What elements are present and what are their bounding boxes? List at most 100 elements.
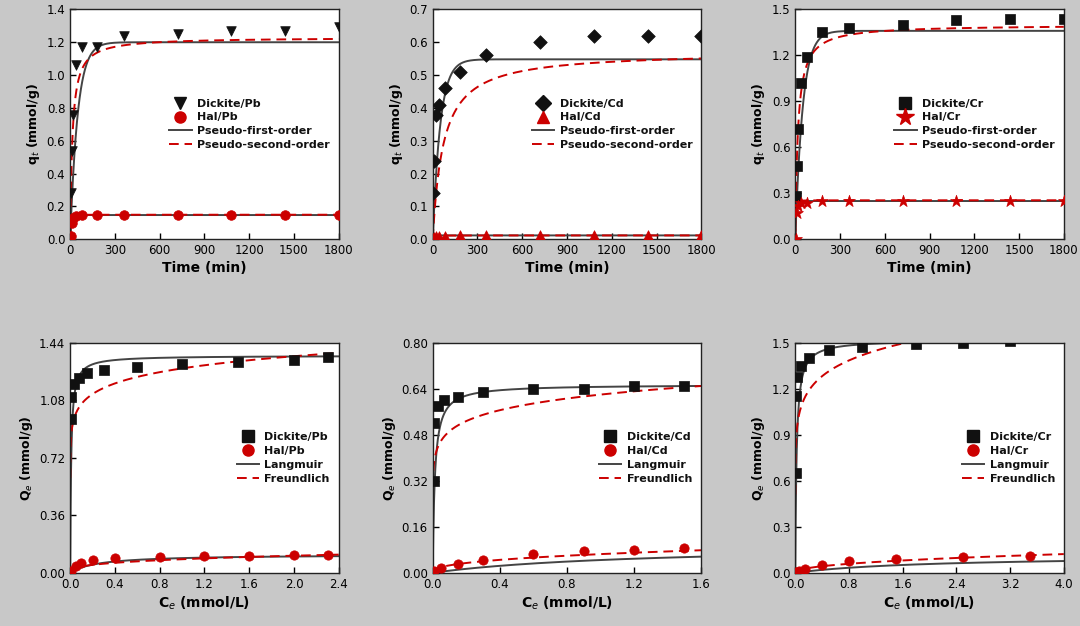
Legend: Dickite/Pb, Hal/Pb, Langmuir, Freundlich: Dickite/Pb, Hal/Pb, Langmuir, Freundlich <box>233 429 334 487</box>
Point <box>787 391 805 401</box>
Point <box>854 342 872 352</box>
Legend: Dickite/Cr, Hal/Cr, Langmuir, Freundlich: Dickite/Cr, Hal/Cr, Langmuir, Freundlich <box>958 429 1058 487</box>
Point <box>285 550 302 560</box>
Point <box>73 42 91 52</box>
Point <box>68 60 85 70</box>
Point <box>241 550 258 560</box>
Point <box>89 210 106 220</box>
Point <box>692 230 710 240</box>
Point <box>68 212 85 222</box>
X-axis label: C$_e$ (mmol/L): C$_e$ (mmol/L) <box>883 595 975 612</box>
Point <box>789 124 807 134</box>
Point <box>89 42 106 52</box>
Y-axis label: Q$_e$ (mmol/g): Q$_e$ (mmol/g) <box>751 415 768 501</box>
X-axis label: Time (min): Time (min) <box>887 262 972 275</box>
Point <box>894 19 912 29</box>
Point <box>106 553 123 563</box>
Point <box>229 357 246 367</box>
Point <box>625 381 643 391</box>
Point <box>319 550 336 560</box>
Point <box>840 557 858 567</box>
Point <box>285 356 302 366</box>
Point <box>525 549 542 559</box>
Point <box>429 401 446 411</box>
Point <box>319 352 336 362</box>
Point <box>789 200 807 210</box>
Point <box>888 554 905 564</box>
Point <box>70 373 87 383</box>
Point <box>789 566 807 576</box>
Point <box>585 31 603 41</box>
Point <box>948 15 966 25</box>
Point <box>330 210 348 220</box>
Point <box>787 567 805 577</box>
Point <box>788 372 806 382</box>
Y-axis label: q$_t$ (mmol/g): q$_t$ (mmol/g) <box>26 83 42 165</box>
Point <box>430 231 447 241</box>
Point <box>427 110 444 120</box>
Point <box>955 553 972 563</box>
Point <box>451 230 469 240</box>
Point <box>477 230 495 240</box>
Point <box>168 29 186 39</box>
Legend: Dickite/Cr, Hal/Cr, Pseudo-first-order, Pseudo-second-order: Dickite/Cr, Hal/Cr, Pseudo-first-order, … <box>891 95 1058 153</box>
Point <box>436 395 454 405</box>
Point <box>1055 196 1072 206</box>
Point <box>65 379 82 389</box>
Point <box>63 566 80 576</box>
Point <box>576 546 593 557</box>
Point <box>63 392 80 402</box>
Point <box>63 146 80 156</box>
Point <box>424 233 442 243</box>
Point <box>788 161 806 171</box>
Point <box>585 230 603 240</box>
Point <box>1001 14 1018 24</box>
Point <box>73 210 91 220</box>
Point <box>436 231 454 241</box>
Point <box>787 234 805 244</box>
Point <box>813 28 831 38</box>
Point <box>174 359 191 369</box>
Point <box>67 562 84 572</box>
Point <box>797 564 814 574</box>
Point <box>63 414 80 424</box>
Point <box>72 558 90 568</box>
Legend: Dickite/Cd, Hal/Cd, Pseudo-first-order, Pseudo-second-order: Dickite/Cd, Hal/Cd, Pseudo-first-order, … <box>528 95 696 153</box>
Point <box>474 555 491 565</box>
Point <box>676 381 693 391</box>
Point <box>894 196 912 206</box>
Point <box>1022 552 1039 562</box>
Point <box>474 387 491 397</box>
Point <box>449 393 467 403</box>
Point <box>424 188 442 198</box>
Point <box>792 361 809 371</box>
Point <box>813 560 831 570</box>
Point <box>813 196 831 206</box>
Point <box>195 551 213 561</box>
Point <box>426 232 443 242</box>
Y-axis label: Q$_e$ (mmol/g): Q$_e$ (mmol/g) <box>380 415 397 501</box>
Point <box>63 188 80 198</box>
Point <box>424 476 442 486</box>
Point <box>800 353 818 363</box>
Point <box>116 210 133 220</box>
Point <box>1001 336 1018 346</box>
Point <box>426 418 443 428</box>
Point <box>222 210 240 220</box>
Point <box>531 230 549 240</box>
Point <box>1001 196 1018 206</box>
Point <box>436 83 454 93</box>
Point <box>576 384 593 394</box>
X-axis label: Time (min): Time (min) <box>162 262 247 275</box>
Point <box>129 362 146 372</box>
Point <box>65 213 82 223</box>
Point <box>151 552 168 562</box>
Point <box>116 31 133 41</box>
Point <box>426 567 443 577</box>
Point <box>63 218 80 228</box>
Point <box>276 210 294 220</box>
Point <box>692 31 710 41</box>
Point <box>840 23 858 33</box>
Point <box>1055 14 1072 24</box>
Point <box>676 543 693 553</box>
